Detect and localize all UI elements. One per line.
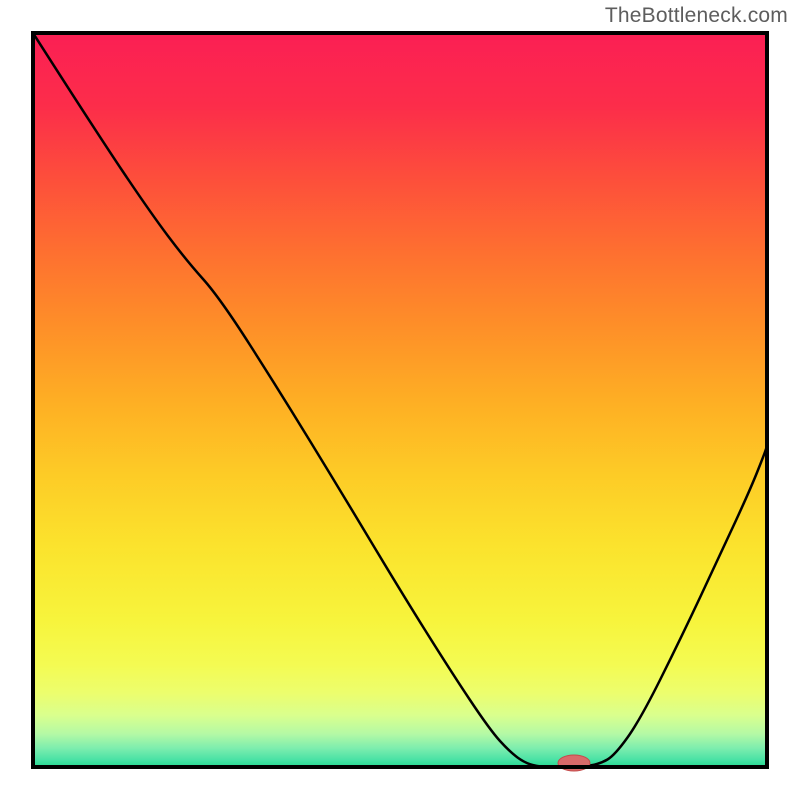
bottleneck-chart: [0, 0, 800, 800]
chart-container: TheBottleneck.com: [0, 0, 800, 800]
plot-background: [33, 33, 767, 767]
watermark-text: TheBottleneck.com: [605, 4, 788, 28]
